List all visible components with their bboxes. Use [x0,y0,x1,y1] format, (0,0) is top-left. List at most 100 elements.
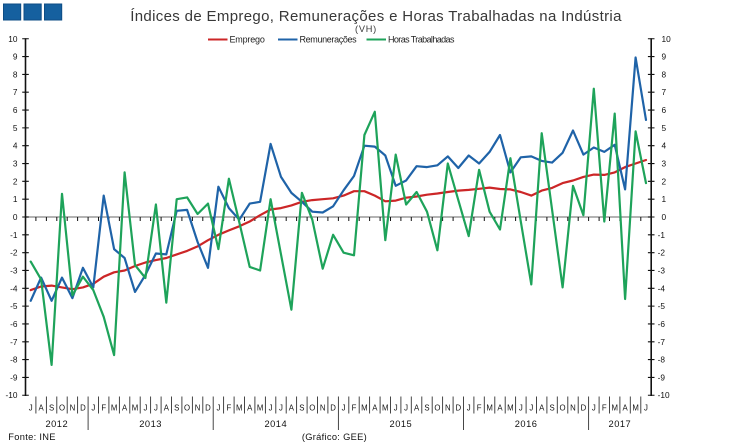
svg-text:8: 8 [13,69,18,79]
svg-text:A: A [247,404,253,413]
svg-text:3: 3 [13,159,18,169]
svg-text:N: N [570,404,576,413]
svg-text:F: F [477,404,482,413]
svg-text:Emprego: Emprego [230,35,265,45]
svg-text:-5: -5 [658,301,666,311]
svg-text:-9: -9 [10,372,18,382]
svg-text:J: J [644,404,648,413]
svg-text:2016: 2016 [515,419,538,429]
svg-text:M: M [236,404,243,413]
svg-text:-6: -6 [658,319,666,329]
svg-text:M: M [486,404,493,413]
svg-text:D: D [80,404,86,413]
svg-text:D: D [455,404,461,413]
svg-text:M: M [611,404,618,413]
svg-text:-5: -5 [10,301,18,311]
svg-text:D: D [581,404,587,413]
svg-text:2012: 2012 [45,419,68,429]
svg-text:M: M [382,404,389,413]
svg-text:1: 1 [13,194,18,204]
svg-text:3: 3 [662,159,667,169]
svg-text:5: 5 [662,123,667,133]
svg-text:4: 4 [13,141,18,151]
svg-text:F: F [227,404,232,413]
svg-text:O: O [309,404,315,413]
svg-text:D: D [205,404,211,413]
svg-text:N: N [195,404,201,413]
svg-text:-2: -2 [10,248,18,258]
svg-text:J: J [143,404,147,413]
svg-text:O: O [434,404,440,413]
svg-text:2017: 2017 [609,419,632,429]
svg-text:-9: -9 [658,372,666,382]
svg-text:1: 1 [662,194,667,204]
svg-text:D: D [330,404,336,413]
svg-text:N: N [445,404,451,413]
svg-text:N: N [70,404,76,413]
svg-text:F: F [602,404,607,413]
svg-text:S: S [174,404,179,413]
svg-text:-1: -1 [658,230,666,240]
svg-text:-10: -10 [6,390,18,400]
svg-text:2: 2 [13,176,18,186]
svg-text:(Gráfico: GEE): (Gráfico: GEE) [302,432,367,442]
svg-text:J: J [216,404,220,413]
svg-text:-4: -4 [10,283,18,293]
svg-text:-1: -1 [10,230,18,240]
svg-text:M: M [257,404,264,413]
svg-text:10: 10 [662,34,672,44]
svg-text:J: J [394,404,398,413]
svg-text:9: 9 [13,52,18,62]
svg-text:-7: -7 [10,337,18,347]
svg-text:J: J [467,404,471,413]
svg-text:-2: -2 [658,248,666,258]
svg-text:4: 4 [662,141,667,151]
svg-text:Remunerações: Remunerações [300,35,358,45]
svg-text:M: M [111,404,118,413]
svg-text:A: A [38,404,44,413]
svg-text:J: J [91,404,95,413]
svg-text:J: J [404,404,408,413]
svg-text:A: A [622,404,628,413]
svg-text:Índices de Emprego, Remuneraçõ: Índices de Emprego, Remunerações e Horas… [130,8,622,25]
svg-text:J: J [29,404,33,413]
svg-text:-3: -3 [10,266,18,276]
svg-text:-8: -8 [658,355,666,365]
svg-text:Fonte: INE: Fonte: INE [8,432,55,442]
svg-text:8: 8 [662,69,667,79]
svg-text:J: J [519,404,523,413]
svg-text:J: J [529,404,533,413]
svg-text:J: J [269,404,273,413]
svg-text:(VH): (VH) [355,24,377,34]
svg-text:-7: -7 [658,337,666,347]
svg-text:0: 0 [13,212,18,222]
svg-text:F: F [352,404,357,413]
svg-text:O: O [184,404,190,413]
svg-text:A: A [497,404,503,413]
svg-text:M: M [507,404,514,413]
svg-text:M: M [132,404,139,413]
svg-text:S: S [549,404,554,413]
svg-text:J: J [279,404,283,413]
svg-text:-8: -8 [10,355,18,365]
svg-text:-10: -10 [658,390,670,400]
svg-text:A: A [289,404,295,413]
svg-text:9: 9 [662,52,667,62]
svg-text:M: M [361,404,368,413]
svg-text:6: 6 [13,105,18,115]
svg-text:A: A [164,404,170,413]
svg-text:-3: -3 [658,266,666,276]
svg-text:F: F [101,404,106,413]
svg-text:5: 5 [13,123,18,133]
svg-text:S: S [49,404,54,413]
svg-text:6: 6 [662,105,667,115]
svg-text:S: S [299,404,304,413]
svg-text:7: 7 [13,87,18,97]
svg-text:-6: -6 [10,319,18,329]
svg-text:2: 2 [662,176,667,186]
svg-text:-4: -4 [658,283,666,293]
svg-text:J: J [592,404,596,413]
svg-text:7: 7 [662,87,667,97]
svg-text:M: M [632,404,639,413]
svg-text:A: A [122,404,128,413]
